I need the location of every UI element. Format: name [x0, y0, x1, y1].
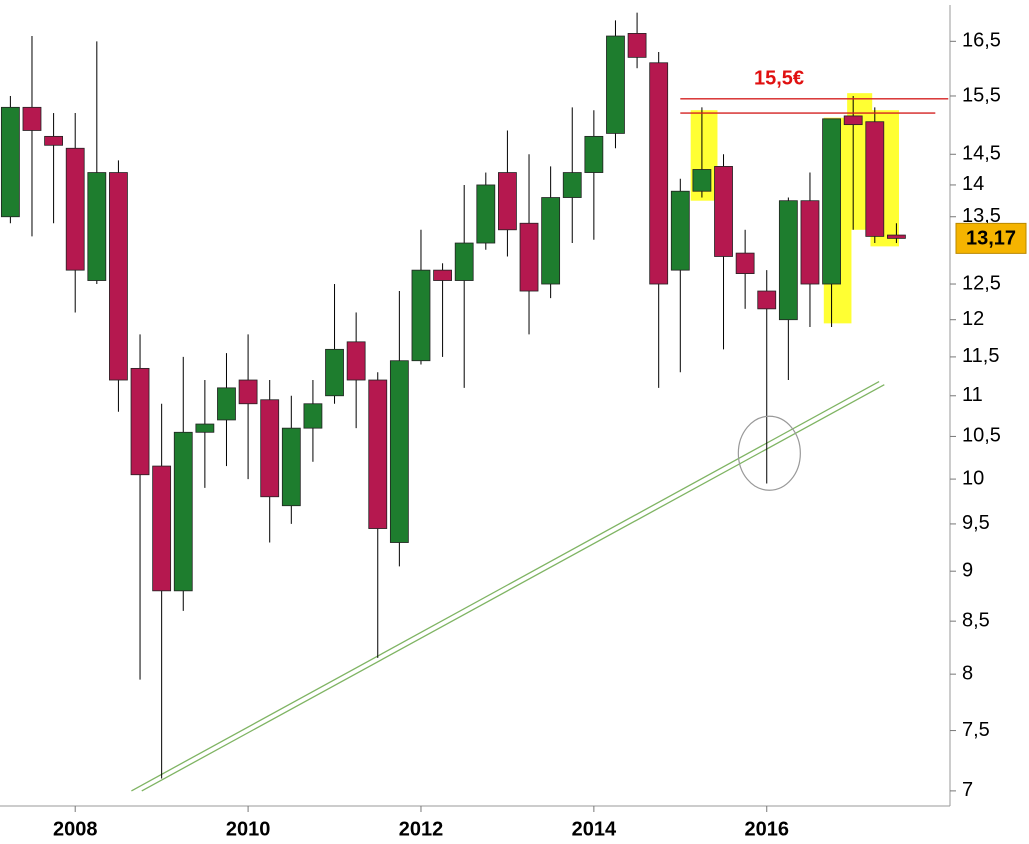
candle-body	[584, 135, 604, 173]
candle-body	[65, 147, 85, 271]
trend-line	[141, 384, 885, 792]
candle-body	[217, 387, 236, 421]
candle-body	[173, 431, 193, 592]
candle-body	[152, 465, 172, 592]
candle-body	[22, 106, 42, 131]
x-tick-label: 2010	[226, 818, 271, 840]
trend-line	[131, 381, 880, 792]
y-tick-label: 14,5	[962, 143, 1001, 165]
candle-body	[778, 200, 798, 321]
y-tick-label: 8	[962, 662, 973, 684]
circle-marker	[737, 415, 801, 491]
x-tick-label: 2014	[572, 818, 617, 840]
candle-body	[498, 172, 517, 231]
candle-body	[476, 184, 496, 244]
y-tick-label: 16,5	[962, 30, 1001, 52]
candle-body	[800, 200, 820, 285]
candle-body	[562, 172, 582, 198]
candle-body	[238, 379, 258, 405]
candle-body	[843, 115, 863, 126]
y-tick-label: 12	[962, 308, 984, 330]
y-tick-label: 8,5	[962, 609, 990, 631]
y-tick-label: 14	[962, 173, 984, 195]
y-tick-label: 10	[962, 467, 984, 489]
candle-body	[757, 290, 777, 310]
candle-body	[887, 234, 906, 239]
candle-body	[606, 35, 625, 134]
candle-body	[454, 242, 474, 281]
candle-body	[195, 423, 215, 433]
candle-body	[433, 269, 452, 281]
y-tick-label: 12,5	[962, 272, 1001, 294]
candle-body	[303, 403, 323, 429]
y-tick-label: 11	[962, 384, 983, 406]
y-tick-label: 7	[962, 779, 973, 801]
candle-body	[87, 172, 107, 281]
candle-body	[692, 169, 712, 192]
y-tick-label: 15,5	[962, 84, 1001, 106]
annotation: 15,5€	[754, 67, 804, 89]
candle-body	[411, 269, 431, 362]
price-label: 13,17	[966, 228, 1016, 250]
candle-body	[541, 197, 561, 285]
y-tick-label: 9	[962, 559, 973, 581]
candle-body	[260, 399, 280, 498]
x-tick-label: 2012	[399, 818, 444, 840]
candle-body	[368, 379, 388, 529]
y-tick-label: 11,5	[962, 345, 999, 367]
candle-body	[44, 135, 63, 146]
candle-body	[519, 222, 539, 292]
candle-body	[865, 121, 885, 237]
y-tick-label: 13,5	[962, 205, 1001, 227]
candle-body	[0, 106, 20, 218]
candle-body	[346, 341, 366, 381]
x-tick-label: 2016	[744, 818, 789, 840]
candle-body	[130, 367, 150, 476]
candle-body	[109, 172, 128, 381]
y-tick-label: 10,5	[962, 425, 1001, 447]
price-box	[955, 222, 1027, 254]
candle-body	[670, 190, 690, 271]
candle-body	[627, 33, 647, 58]
candle-body	[714, 166, 733, 257]
candle-body	[325, 348, 344, 397]
candle-body	[281, 427, 301, 507]
candle-body	[735, 252, 755, 274]
candle-body	[822, 118, 841, 285]
y-tick-label: 9,5	[962, 512, 990, 534]
x-tick-label: 2008	[53, 818, 98, 840]
y-tick-label: 7,5	[962, 719, 990, 741]
candle-body	[389, 360, 409, 543]
candle-body	[649, 62, 669, 285]
